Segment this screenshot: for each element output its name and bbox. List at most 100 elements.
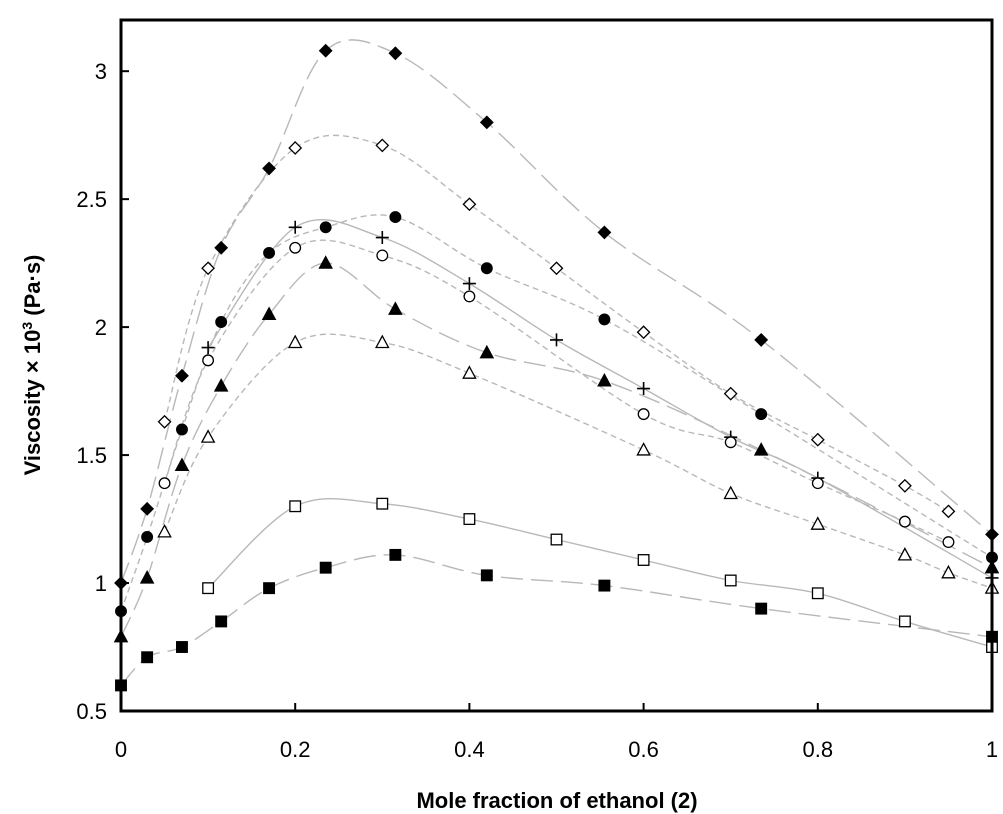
series-8-point-3 — [376, 497, 389, 510]
series-5-point-2 — [202, 354, 215, 367]
series-3-curve — [120, 214, 993, 612]
series-2-point-10 — [897, 478, 912, 493]
series-1-point-5 — [262, 161, 276, 176]
series-1-point-2 — [140, 501, 155, 516]
series-8-point-9 — [898, 615, 911, 628]
series-8-point-5 — [550, 533, 563, 546]
y-tick-label-1: 0.5 — [76, 699, 107, 724]
series-8-point-4 — [463, 513, 476, 526]
series-2-point-11 — [941, 504, 956, 519]
series-2-point-4 — [375, 138, 390, 153]
fit-curves — [120, 39, 993, 686]
y-axis-title-unit: (Pa·s) — [20, 255, 45, 322]
y-tick-label-5: 2.5 — [76, 187, 107, 212]
series-1-point-7 — [388, 46, 403, 61]
series-3-point-6 — [319, 221, 332, 234]
y-axis-title-superscript: 3 — [19, 322, 35, 330]
series-1-curve — [120, 39, 993, 584]
series-6-point-7 — [388, 301, 403, 315]
series-7-point-6 — [636, 442, 651, 456]
series-5-point-7 — [724, 436, 737, 449]
series-7-point-2 — [200, 429, 216, 443]
series-5-point-10 — [942, 536, 955, 549]
y-axis-title: Viscosity × 103 (Pa·s) — [19, 255, 45, 476]
series-9-point-10 — [755, 602, 768, 615]
series-4-point-6 — [637, 382, 651, 396]
series-6-point-2 — [139, 570, 155, 584]
series-3-point-8 — [480, 262, 493, 275]
series-8-point-2 — [289, 500, 302, 513]
series-3-point-10 — [755, 408, 768, 421]
series-6-point-6 — [318, 255, 333, 269]
y-axis-title-main: Viscosity × 10 — [20, 330, 45, 476]
series-2-point-6 — [549, 261, 564, 276]
series-9-point-6 — [319, 561, 332, 574]
series-7-point-8 — [810, 516, 826, 530]
series-5-point-5 — [463, 290, 476, 303]
series-8-point-6 — [637, 554, 650, 566]
y-tick-label-6: 3 — [95, 59, 107, 84]
series-6-point-5 — [261, 306, 277, 320]
series-7-point-10 — [941, 564, 956, 579]
series-3-point-3 — [176, 423, 188, 436]
series-7-point-3 — [287, 334, 303, 349]
x-tick-label-5: 0.8 — [803, 737, 834, 762]
series-1-point-9 — [597, 225, 612, 240]
series-7-point-5 — [462, 365, 477, 379]
series-9-point-9 — [598, 579, 611, 592]
x-tick-label-3: 0.4 — [454, 737, 485, 762]
y-tick-label-2: 1 — [95, 571, 107, 596]
series-4-point-4 — [462, 277, 476, 291]
series-7-point-1 — [157, 523, 172, 538]
series-7-point-7 — [723, 485, 738, 500]
series-8-curve — [207, 497, 993, 648]
series-6-curve — [120, 262, 993, 638]
series-7-point-4 — [375, 334, 390, 349]
series-5-point-6 — [637, 408, 650, 421]
x-tick-label-6: 1 — [986, 737, 998, 762]
x-axis-title: Mole fraction of ethanol (2) — [416, 788, 697, 813]
x-tick-label-1: 0 — [115, 737, 127, 762]
series-2-point-1 — [157, 414, 172, 429]
series-1-point-10 — [754, 332, 769, 347]
axis-ticks — [120, 70, 993, 712]
series-1-point-6 — [318, 43, 333, 58]
series-9-curve — [120, 554, 993, 686]
x-tick-label-2: 0.2 — [280, 737, 311, 762]
x-tick-label-4: 0.6 — [628, 737, 659, 762]
series-5-point-3 — [289, 241, 302, 254]
series-5-point-9 — [898, 515, 911, 528]
y-tick-label-4: 2 — [95, 315, 107, 340]
series-1-point-4 — [214, 240, 229, 255]
series-4-point-5 — [550, 333, 563, 347]
series-1-point-8 — [479, 115, 494, 130]
series-5-point-4 — [376, 249, 389, 262]
series-4-point-3 — [375, 231, 389, 245]
data-markers — [113, 43, 1000, 692]
series-2-point-8 — [723, 386, 738, 401]
series-3-point-4 — [215, 316, 228, 328]
series-9-point-3 — [176, 641, 188, 653]
series-7-point-9 — [897, 547, 913, 561]
series-6-point-10 — [753, 442, 769, 456]
series-9-point-7 — [389, 548, 402, 561]
series-6-point-9 — [597, 372, 612, 387]
series-6-point-8 — [479, 344, 495, 359]
series-4-point-1 — [201, 341, 215, 355]
series-6-point-4 — [213, 378, 229, 392]
series-2-point-3 — [288, 141, 303, 155]
series-9-point-4 — [215, 615, 228, 628]
series-3-point-5 — [263, 246, 276, 259]
series-7-curve — [163, 333, 993, 589]
series-5-curve — [163, 239, 949, 543]
y-tick-label-3: 1.5 — [76, 443, 107, 468]
series-3-point-9 — [598, 313, 611, 326]
series-2-point-7 — [636, 325, 651, 340]
series-2-point-2 — [201, 261, 216, 276]
series-4-point-2 — [288, 220, 302, 234]
series-9-point-2 — [141, 651, 154, 664]
series-5-point-1 — [158, 477, 171, 490]
series-2-point-9 — [810, 432, 825, 447]
tick-labels: 0 0.2 0.4 0.6 0.8 1 0.5 1 1.5 2 2.5 3 — [76, 59, 998, 762]
